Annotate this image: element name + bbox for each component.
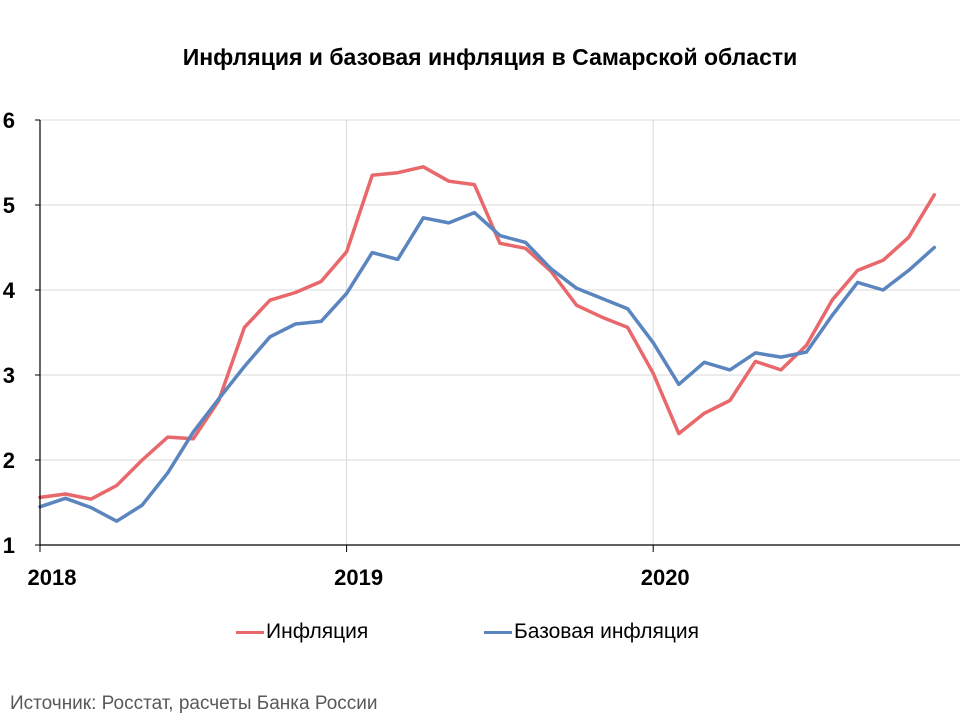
y-tick-label-5: 5 [3, 193, 15, 218]
y-tick-label-2: 2 [3, 448, 15, 473]
x-tick-label-2019: 2019 [334, 565, 383, 590]
line-chart: 1 2 3 4 5 6 2018 2019 2020 [3, 108, 960, 590]
axes [35, 119, 960, 552]
y-tick-label-1: 1 [3, 533, 15, 558]
series-line-1 [38, 210, 937, 523]
y-tick-label-3: 3 [3, 363, 15, 388]
grid [40, 119, 960, 545]
x-tick-label-2018: 2018 [28, 565, 77, 590]
y-axis-tick-labels: 1 2 3 4 5 6 [3, 108, 16, 558]
x-axis-tick-labels: 2018 2019 2020 [28, 565, 690, 590]
legend-item-inflation: Инфляция [236, 620, 368, 644]
chart-title: Инфляция и базовая инфляция в Самарской … [182, 44, 798, 70]
legend-swatch-core-inflation [484, 630, 512, 634]
legend-item-core-inflation: Базовая инфляция [484, 620, 699, 644]
legend-label-inflation: Инфляция [266, 620, 369, 643]
legend-label-core-inflation: Базовая инфляция [514, 620, 700, 643]
source-note: Источник: Росстат, расчеты Банка России [10, 693, 378, 714]
series-line-0 [38, 165, 937, 501]
y-tick-label-6: 6 [3, 108, 15, 133]
y-tick-label-4: 4 [3, 278, 16, 303]
legend: Инфляция Базовая инфляция [0, 620, 960, 650]
legend-swatch-inflation [236, 630, 264, 634]
x-tick-label-2020: 2020 [641, 565, 690, 590]
series-lines [38, 165, 937, 523]
